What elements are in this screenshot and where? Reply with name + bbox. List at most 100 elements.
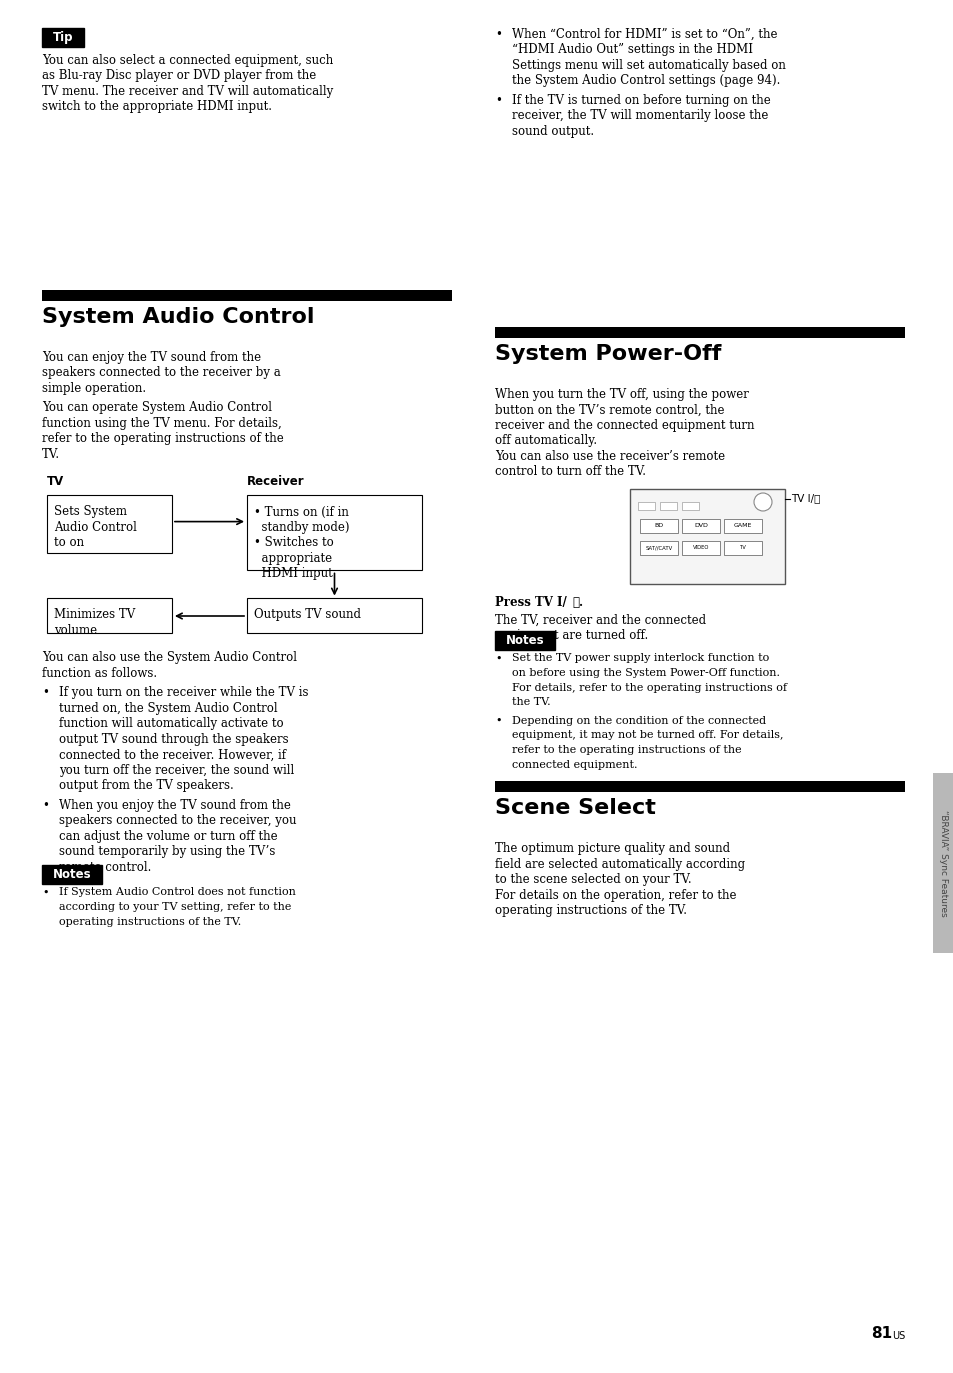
Text: • Turns on (if in: • Turns on (if in [253,505,349,519]
Text: receiver, the TV will momentarily loose the: receiver, the TV will momentarily loose … [512,110,767,122]
Text: Depending on the condition of the connected: Depending on the condition of the connec… [512,715,765,726]
Text: VIDEO: VIDEO [692,545,708,551]
Bar [495,632,555,651]
Bar [42,27,84,47]
Text: TV I/⏻: TV I/⏻ [790,493,820,503]
Text: turned on, the System Audio Control: turned on, the System Audio Control [59,702,277,715]
Text: If you turn on the receiver while the TV is: If you turn on the receiver while the TV… [59,686,308,699]
Text: “BRAVIA” Sync Features: “BRAVIA” Sync Features [938,810,947,916]
Bar [47,599,172,633]
Text: Outputs TV sound: Outputs TV sound [253,608,360,622]
Bar [681,541,720,555]
Bar [681,503,699,509]
Text: • Switches to: • Switches to [253,537,334,549]
Text: equipment, it may not be turned off. For details,: equipment, it may not be turned off. For… [512,730,782,740]
Text: You can also use the receiver’s remote: You can also use the receiver’s remote [495,450,724,463]
Text: refer to the operating instructions of the: refer to the operating instructions of t… [42,432,283,445]
Text: SAT//CATV: SAT//CATV [644,545,672,551]
Text: ⏻.: ⏻. [572,596,582,610]
Text: The optimum picture quality and sound: The optimum picture quality and sound [495,842,729,855]
Text: •: • [495,654,501,663]
Text: TV menu. The receiver and TV will automatically: TV menu. The receiver and TV will automa… [42,85,333,97]
Text: US: US [891,1330,904,1341]
Bar [723,541,761,555]
Text: off automatically.: off automatically. [495,434,597,448]
Text: Audio Control: Audio Control [54,520,136,534]
Bar [723,519,761,533]
Bar [639,519,678,533]
Text: Notes: Notes [52,869,91,881]
Bar [932,773,953,953]
Text: you turn off the receiver, the sound will: you turn off the receiver, the sound wil… [59,763,294,777]
Text: For details, refer to the operating instructions of: For details, refer to the operating inst… [512,682,786,692]
Text: You can operate System Audio Control: You can operate System Audio Control [42,401,272,415]
Text: 81: 81 [870,1326,891,1341]
Text: If the TV is turned on before turning on the: If the TV is turned on before turning on… [512,93,770,107]
Text: output TV sound through the speakers: output TV sound through the speakers [59,733,289,746]
Text: For details on the operation, refer to the: For details on the operation, refer to t… [495,888,736,902]
Text: When “Control for HDMI” is set to “On”, the: When “Control for HDMI” is set to “On”, … [512,27,777,41]
Text: to the scene selected on your TV.: to the scene selected on your TV. [495,873,691,886]
Text: •: • [42,887,49,898]
Text: operating instructions of the TV.: operating instructions of the TV. [59,917,241,927]
Text: appropriate: appropriate [253,552,332,566]
Bar [629,489,784,584]
Bar [638,503,655,509]
Bar [495,327,904,338]
Text: TV: TV [47,475,64,489]
Text: switch to the appropriate HDMI input.: switch to the appropriate HDMI input. [42,100,272,114]
Text: function will automatically activate to: function will automatically activate to [59,718,283,730]
Text: control to turn off the TV.: control to turn off the TV. [495,465,645,479]
Text: on before using the System Power-Off function.: on before using the System Power-Off fun… [512,669,780,678]
Bar [247,496,421,571]
Text: as Blu-ray Disc player or DVD player from the: as Blu-ray Disc player or DVD player fro… [42,70,315,82]
Text: refer to the operating instructions of the: refer to the operating instructions of t… [512,746,740,755]
Text: “HDMI Audio Out” settings in the HDMI: “HDMI Audio Out” settings in the HDMI [512,44,752,56]
Text: •: • [42,799,49,811]
Text: speakers connected to the receiver by a: speakers connected to the receiver by a [42,367,280,379]
Text: Settings menu will set automatically based on: Settings menu will set automatically bas… [512,59,785,71]
Text: When you enjoy the TV sound from the: When you enjoy the TV sound from the [59,799,291,811]
Text: If System Audio Control does not function: If System Audio Control does not functio… [59,887,295,898]
Text: receiver and the connected equipment turn: receiver and the connected equipment tur… [495,419,754,432]
Text: button on the TV’s remote control, the: button on the TV’s remote control, the [495,404,723,416]
Text: equipment are turned off.: equipment are turned off. [495,629,648,643]
Text: System Audio Control: System Audio Control [42,308,314,327]
Bar [681,519,720,533]
Text: connected to the receiver. However, if: connected to the receiver. However, if [59,748,286,762]
Bar [495,781,904,792]
Text: The TV, receiver and the connected: The TV, receiver and the connected [495,614,705,626]
Text: output from the TV speakers.: output from the TV speakers. [59,780,233,792]
Text: You can enjoy the TV sound from the: You can enjoy the TV sound from the [42,351,261,364]
Text: You can also select a connected equipment, such: You can also select a connected equipmen… [42,54,333,67]
Text: Press TV I/: Press TV I/ [495,596,566,610]
Text: TV.: TV. [42,448,60,461]
Text: •: • [495,715,501,726]
Bar [42,865,102,884]
Text: simple operation.: simple operation. [42,382,146,395]
Text: the TV.: the TV. [512,697,550,707]
Text: speakers connected to the receiver, you: speakers connected to the receiver, you [59,814,296,828]
Text: Tip: Tip [52,32,73,44]
Text: operating instructions of the TV.: operating instructions of the TV. [495,905,686,917]
Text: Minimizes TV: Minimizes TV [54,608,135,622]
Text: Receiver: Receiver [247,475,304,489]
Text: GAME: GAME [733,523,751,529]
Text: Notes: Notes [505,634,544,648]
Text: Sets System: Sets System [54,505,127,519]
Text: •: • [495,93,501,107]
Text: sound temporarily by using the TV’s: sound temporarily by using the TV’s [59,846,275,858]
Text: field are selected automatically according: field are selected automatically accordi… [495,858,744,870]
Text: connected equipment.: connected equipment. [512,759,637,770]
Bar [659,503,677,509]
Bar [639,541,678,555]
Bar [247,599,421,633]
Text: •: • [495,27,501,41]
Text: function as follows.: function as follows. [42,667,157,680]
Text: BD: BD [654,523,663,529]
Text: You can also use the System Audio Control: You can also use the System Audio Contro… [42,652,296,665]
Text: remote control.: remote control. [59,861,152,875]
Circle shape [753,493,771,511]
Text: to on: to on [54,537,84,549]
Text: volume: volume [54,623,97,637]
